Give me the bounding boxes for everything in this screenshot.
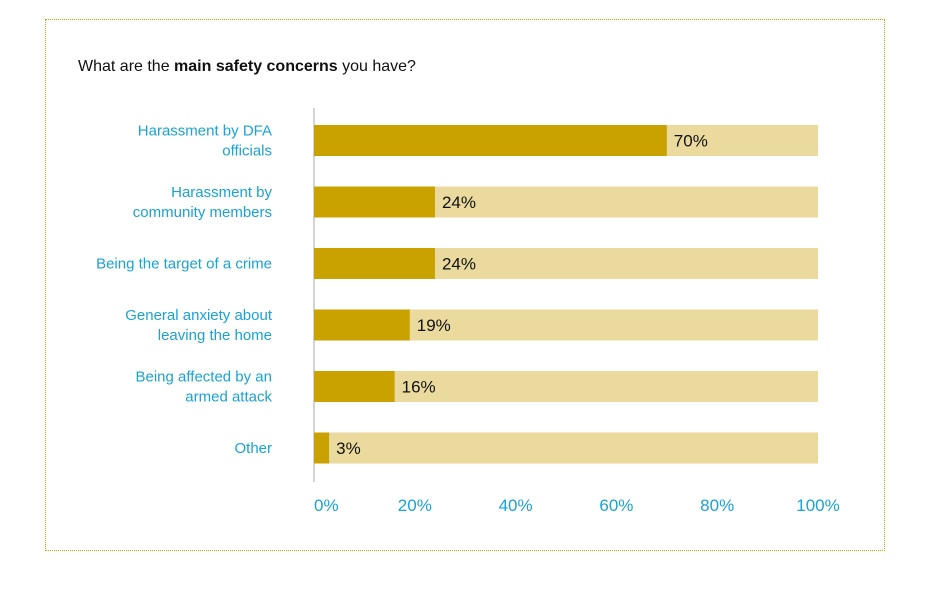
bar-value: [314, 248, 435, 279]
category-label: community members: [133, 204, 272, 221]
category-label: Harassment by: [171, 184, 272, 201]
data-label: 19%: [417, 316, 451, 335]
category-label: Harassment by DFA: [138, 123, 272, 140]
bar-value: [314, 125, 667, 156]
bar-value: [314, 186, 435, 218]
category-label: armed attack: [185, 389, 272, 406]
x-tick-label: 0%: [314, 496, 339, 515]
data-label: 16%: [402, 378, 436, 397]
bar-value: [314, 309, 410, 341]
x-tick-label: 20%: [398, 496, 432, 515]
category-label: officials: [222, 143, 272, 160]
category-label: leaving the home: [158, 327, 272, 344]
data-label: 24%: [442, 255, 476, 274]
category-label: Being affected by an: [136, 369, 273, 386]
bar-value: [314, 432, 330, 464]
x-tick-label: 100%: [796, 496, 839, 515]
x-tick-label: 80%: [700, 496, 734, 515]
x-tick-label: 60%: [599, 496, 633, 515]
data-label: 70%: [674, 132, 708, 151]
category-label: General anxiety about: [125, 307, 273, 324]
x-tick-label: 40%: [499, 496, 533, 515]
data-label: 3%: [336, 439, 361, 458]
bar-remainder: [314, 432, 818, 464]
category-label: Being the target of a crime: [96, 256, 272, 273]
data-label: 24%: [442, 193, 476, 212]
bar-value: [314, 371, 395, 402]
chart-title-prefix: What are the: [78, 58, 175, 75]
chart-frame: [45, 19, 885, 551]
category-label: Other: [234, 440, 272, 457]
bar-remainder: [314, 371, 818, 402]
chart-title: What are the main safety concerns you ha…: [78, 58, 416, 76]
chart-title-suffix: you have?: [337, 58, 416, 75]
chart-title-bold: main safety concerns: [174, 58, 338, 75]
